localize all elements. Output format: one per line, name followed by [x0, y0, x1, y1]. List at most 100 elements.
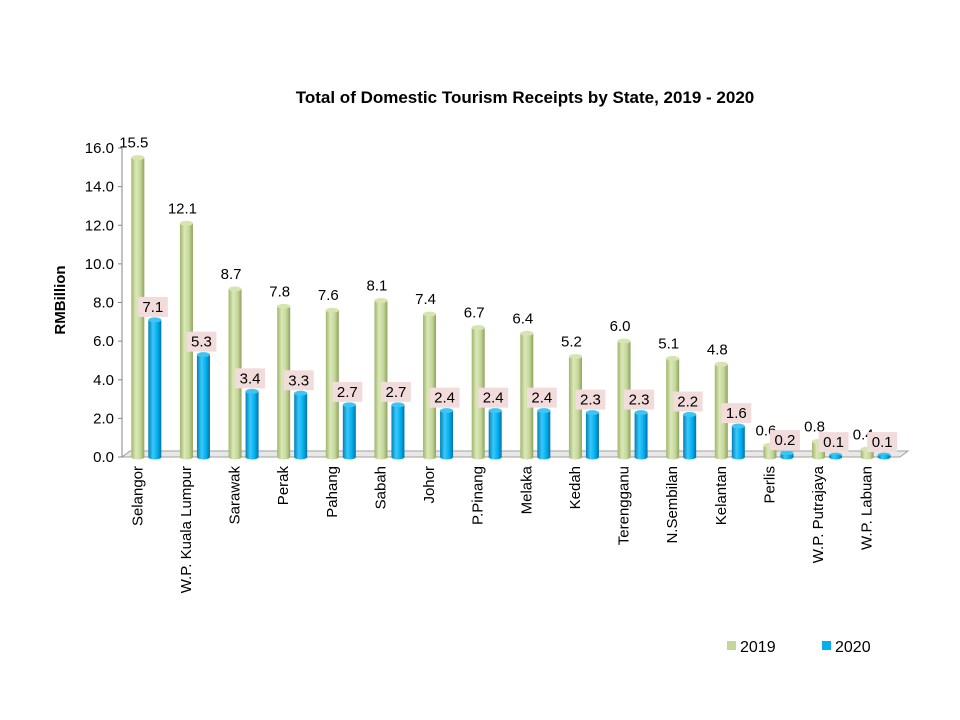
data-label-bg	[575, 389, 606, 410]
data-label-2020: 7.1	[142, 299, 163, 316]
data-label-2019: 12.1	[168, 200, 197, 217]
bar-2020-8	[537, 408, 551, 460]
data-label-bg	[235, 368, 266, 389]
data-label-bg	[526, 387, 557, 408]
bar-2019-6	[423, 311, 437, 460]
data-label-2019: 5.2	[561, 334, 582, 351]
legend-swatch-2020	[822, 641, 831, 650]
category-labels: Selangor W.P. Kuala Lumpur Sarawak Perak Pah…	[129, 465, 875, 593]
x-tick-label: Selangor	[129, 466, 146, 526]
y-tick-label: 2.0	[93, 410, 114, 427]
data-label-bg	[867, 432, 898, 453]
bar-2020-9	[585, 410, 599, 460]
x-tick-label: Kelantan	[713, 466, 730, 525]
x-tick-label: Terengganu	[616, 466, 633, 545]
data-label-bg	[769, 430, 800, 451]
data-label-bg	[283, 370, 314, 391]
x-tick-label: Kedah	[567, 466, 584, 509]
legend-label-2020: 2020	[835, 639, 871, 656]
data-label-2020: 0.1	[823, 434, 844, 451]
data-label-bg	[137, 296, 168, 317]
y-tick-label: 12.0	[85, 217, 114, 234]
data-label-2019: 5.1	[658, 336, 679, 353]
data-label-2020: 2.2	[677, 394, 698, 411]
data-label-2019: 8.7	[221, 266, 242, 283]
x-tick-label: Perlis	[761, 466, 778, 504]
data-label-2020: 2.4	[483, 390, 504, 407]
bar-2020-3	[294, 390, 308, 460]
bar-2020-13	[780, 450, 794, 460]
data-label-2020: 2.3	[629, 392, 650, 409]
data-labels: 15.5 7.1 12.1 5.3 8.7 3.4 7.8 3.3 7.6 2.7 8.1 2.7 7.…	[119, 135, 898, 453]
bar-2020-1	[196, 352, 210, 460]
y-tick-label: 14.0	[85, 179, 114, 196]
axes: 0.0 2.0 4.0 6.0 8.0 10.0 12.0 14.0 16.0	[85, 140, 910, 466]
data-label-2019: 6.7	[464, 305, 485, 322]
bar-2020-14	[829, 452, 843, 460]
data-label-2019: 0.8	[804, 419, 825, 436]
data-label-bg	[478, 387, 509, 408]
data-label-2020: 5.3	[191, 334, 212, 351]
data-label-2019: 7.8	[269, 283, 290, 300]
bar-2019-5	[374, 298, 388, 460]
bar-2020-2	[245, 388, 259, 460]
y-axis-label: RMBillion	[52, 265, 69, 334]
x-tick-label: W.P. Kuala Lumpur	[178, 466, 195, 593]
y-tick-label: 4.0	[93, 372, 114, 389]
x-tick-label: Melaka	[518, 465, 535, 514]
bar-2020-15	[877, 452, 891, 460]
bar-2020-5	[391, 402, 405, 460]
bar-2020-6	[440, 408, 454, 460]
data-label-bg	[721, 403, 752, 424]
y-tick-label: 10.0	[85, 256, 114, 273]
x-tick-label: N.Sembilan	[664, 466, 681, 544]
x-tick-label: Sarawak	[227, 466, 244, 525]
data-label-2019: 7.4	[415, 291, 436, 308]
bar-2020-0	[148, 317, 162, 460]
bar-2020-11	[683, 412, 697, 460]
data-label-2020: 3.3	[288, 372, 309, 389]
data-label-2019: 6.0	[610, 318, 631, 335]
bar-2020-7	[488, 408, 502, 460]
data-label-2020: 3.4	[240, 370, 261, 387]
legend: 2019 2020	[727, 639, 871, 656]
data-label-bg	[429, 387, 460, 408]
data-label-2020: 0.2	[775, 432, 796, 449]
x-tick-label: Johor	[421, 466, 438, 504]
chart-title: Total of Domestic Tourism Receipts by St…	[296, 88, 755, 107]
data-label-bg	[624, 389, 655, 410]
y-tick-label: 8.0	[93, 295, 114, 312]
data-label-2020: 2.7	[386, 384, 407, 401]
legend-swatch-2019	[727, 641, 736, 650]
data-label-bg	[818, 432, 849, 453]
x-tick-label: Pahang	[324, 466, 341, 518]
x-tick-label: P.Pinang	[470, 466, 487, 525]
data-label-2019: 7.6	[318, 287, 339, 304]
x-tick-label: W.P. Labuan	[859, 466, 876, 550]
data-label-2019: 4.8	[707, 341, 728, 358]
data-label-2019: 6.4	[512, 310, 533, 327]
bar-2020-4	[342, 402, 356, 460]
x-tick-label: Sabah	[372, 466, 389, 509]
data-label-2019: 8.1	[367, 278, 388, 295]
data-label-bg	[332, 381, 363, 402]
data-label-bg	[672, 391, 703, 412]
y-tick-label: 0.0	[93, 449, 114, 466]
y-tick-label: 6.0	[93, 333, 114, 350]
data-label-2020: 2.4	[434, 390, 455, 407]
data-label-2020: 1.6	[726, 405, 747, 422]
bars	[131, 155, 891, 460]
data-label-2020: 2.7	[337, 384, 358, 401]
legend-label-2019: 2019	[740, 639, 776, 656]
x-tick-label: Perak	[275, 466, 292, 506]
data-label-bg	[186, 331, 217, 352]
data-label-2019: 15.5	[119, 135, 148, 152]
data-label-2020: 2.4	[531, 390, 552, 407]
data-label-2020: 0.1	[872, 434, 893, 451]
bar-2020-10	[634, 410, 648, 460]
data-label-bg	[380, 381, 411, 402]
x-tick-label: W.P. Putrajaya	[810, 465, 827, 563]
bar-2020-12	[731, 423, 745, 460]
data-label-2020: 2.3	[580, 392, 601, 409]
